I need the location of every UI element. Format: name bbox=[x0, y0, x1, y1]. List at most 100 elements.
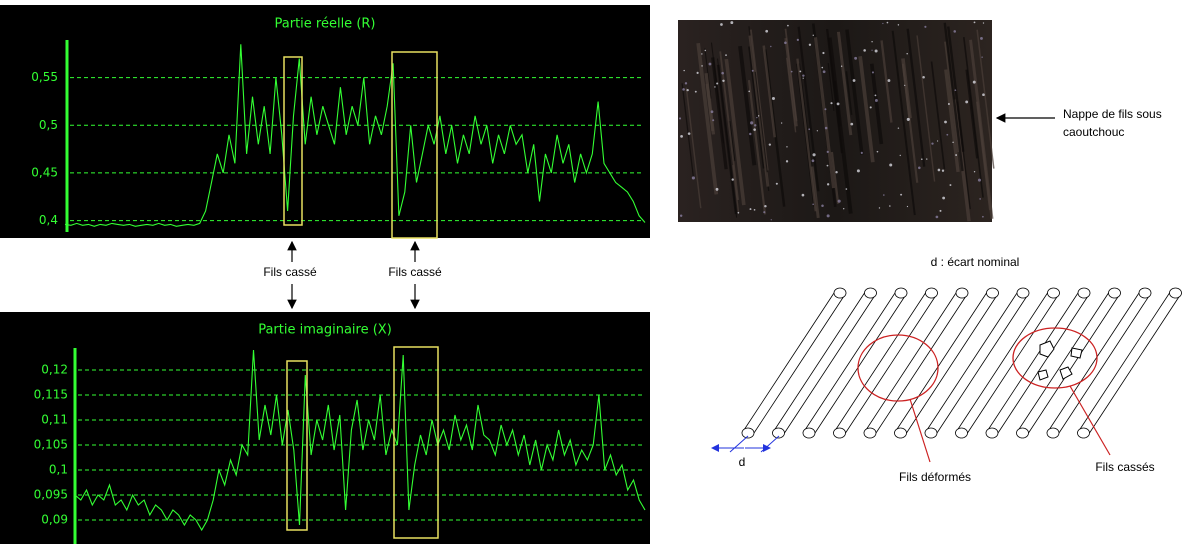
photo-speck bbox=[843, 208, 845, 210]
highlight-box bbox=[283, 56, 303, 226]
photo-speck bbox=[897, 24, 900, 26]
photo-speck bbox=[751, 69, 754, 72]
photo-stripe bbox=[943, 22, 964, 172]
photo-speck bbox=[826, 214, 830, 218]
photo-speck bbox=[701, 65, 703, 67]
signal-line bbox=[64, 44, 646, 227]
y-tick-label: 0,115 bbox=[34, 388, 68, 402]
photo-speck bbox=[684, 82, 688, 85]
rod-end bbox=[741, 427, 755, 439]
rod-end bbox=[955, 427, 968, 439]
annotation: Fils cassé bbox=[388, 265, 442, 279]
photo-speck bbox=[883, 194, 885, 196]
photo-stripe bbox=[965, 69, 979, 159]
photo-speck bbox=[830, 102, 833, 105]
rod-end bbox=[864, 287, 877, 299]
photo-speck bbox=[921, 158, 923, 161]
photo-speck bbox=[982, 22, 985, 24]
photo-speck bbox=[904, 84, 906, 86]
photo-speck bbox=[869, 106, 872, 109]
photo-speck bbox=[694, 90, 697, 93]
rod-edge bbox=[906, 292, 999, 434]
photo-stripe bbox=[796, 58, 817, 212]
photo-speck bbox=[730, 21, 734, 25]
photo-speck bbox=[860, 151, 863, 154]
rod-edge bbox=[741, 292, 835, 434]
photo-stripe bbox=[901, 63, 919, 183]
rod-edge bbox=[1016, 292, 1109, 434]
rod-end bbox=[802, 427, 816, 439]
photo-stripe bbox=[704, 48, 712, 99]
signal-line bbox=[74, 349, 646, 532]
photo-stripe bbox=[732, 165, 740, 213]
rod-edge bbox=[924, 292, 1018, 434]
photo-speck bbox=[949, 184, 952, 187]
photo-speck bbox=[771, 96, 775, 100]
photo-speck bbox=[935, 215, 939, 219]
rod-body bbox=[864, 293, 968, 433]
rod-body bbox=[955, 293, 1060, 433]
photo-speck bbox=[982, 215, 984, 218]
highlight-box bbox=[391, 51, 438, 239]
photo-speck bbox=[906, 205, 909, 208]
photo-speck bbox=[931, 142, 934, 145]
photo-texture bbox=[678, 21, 995, 222]
photo-speck bbox=[850, 122, 854, 126]
photo-speck bbox=[871, 71, 874, 74]
photo-speck bbox=[882, 22, 884, 25]
photo-stripe bbox=[785, 57, 797, 133]
photo-speck bbox=[821, 66, 824, 69]
rod-edge bbox=[833, 292, 926, 434]
photo-speck bbox=[753, 128, 756, 131]
photo-speck bbox=[939, 209, 942, 212]
photo-stripe bbox=[797, 26, 820, 192]
photo-speck bbox=[965, 100, 969, 104]
y-tick-label: 0,105 bbox=[34, 438, 68, 452]
photo-speck bbox=[886, 21, 889, 24]
photo-speck bbox=[716, 82, 719, 85]
broken-ends bbox=[1037, 340, 1083, 381]
rod-end bbox=[986, 287, 999, 299]
rod-edge bbox=[1028, 292, 1121, 434]
photo-speck bbox=[749, 208, 752, 211]
rod-body bbox=[1077, 293, 1182, 433]
rod-edge bbox=[955, 292, 1048, 434]
annotation: Fils déformés bbox=[899, 470, 971, 484]
photo-speck bbox=[889, 205, 891, 207]
photo-stripe bbox=[830, 151, 840, 204]
photo-speck bbox=[845, 188, 848, 190]
photo-stripe bbox=[880, 40, 893, 123]
photo-speck bbox=[750, 121, 754, 125]
photo-speck bbox=[900, 193, 903, 196]
rod-end bbox=[894, 427, 907, 439]
highlight-circle bbox=[857, 334, 939, 402]
photo-speck bbox=[980, 37, 983, 40]
photo-stripe bbox=[975, 101, 992, 211]
photo-speck bbox=[955, 154, 958, 157]
photo-speck bbox=[720, 23, 723, 26]
photo-speck bbox=[871, 49, 873, 51]
photo-speck bbox=[721, 71, 724, 75]
rod-end bbox=[1077, 427, 1090, 439]
photo-stripe bbox=[754, 71, 768, 173]
rod-body bbox=[742, 293, 846, 433]
photo-speck bbox=[822, 70, 826, 74]
y-tick-label: 0,12 bbox=[41, 363, 68, 377]
photo-stripe bbox=[956, 101, 971, 210]
rod-edge bbox=[1058, 292, 1152, 434]
leader bbox=[909, 398, 931, 463]
rod-end bbox=[955, 287, 969, 299]
rod-end bbox=[1108, 287, 1121, 299]
photo-speck bbox=[812, 153, 816, 157]
photo-speck bbox=[936, 140, 939, 142]
photo-stripe bbox=[891, 30, 916, 216]
leader bbox=[1069, 385, 1111, 456]
photo-speck bbox=[822, 51, 825, 55]
photo-speck bbox=[754, 124, 757, 127]
rod-edge bbox=[1046, 292, 1140, 434]
rod-edge bbox=[772, 292, 865, 434]
rod-edge bbox=[753, 292, 847, 434]
photo-stripe bbox=[710, 42, 725, 144]
photo-speck bbox=[863, 49, 866, 52]
